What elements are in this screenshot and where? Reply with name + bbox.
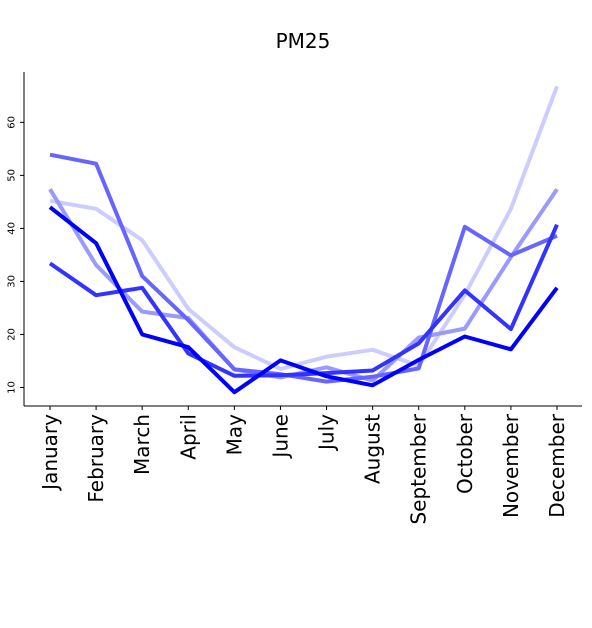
x-tick-label: June — [268, 414, 292, 460]
x-tick-label: January — [38, 414, 62, 492]
y-tick-label: 60 — [7, 116, 18, 129]
x-tick-layer: January February March April May June July Augu… — [38, 406, 569, 525]
chart-title: PM25 — [276, 29, 331, 53]
x-tick-label: February — [84, 414, 108, 503]
x-tick-label: July — [315, 414, 339, 452]
y-tick-label: 40 — [7, 222, 18, 235]
x-tick-label: May — [222, 414, 246, 456]
y-tick-label: 10 — [7, 381, 18, 394]
x-tick-label: October — [453, 413, 477, 494]
x-tick-label: March — [130, 414, 154, 475]
series-line-5 — [48, 205, 559, 395]
y-tick-label: 20 — [7, 328, 18, 341]
y-tick-label: 30 — [7, 275, 18, 288]
x-tick-label: September — [407, 413, 431, 524]
x-tick-label: April — [176, 414, 200, 460]
y-tick-label: 50 — [7, 169, 18, 182]
x-tick-label: November — [499, 413, 523, 518]
series-line-3 — [49, 152, 558, 384]
x-tick-label: August — [361, 414, 385, 484]
series-line-4 — [48, 223, 559, 378]
series-line-1 — [49, 85, 559, 371]
series-line-2 — [48, 188, 559, 383]
x-tick-label: December — [545, 413, 569, 517]
y-tick-layer: 10 20 30 40 50 60 — [7, 116, 24, 394]
series-layer — [48, 85, 559, 395]
